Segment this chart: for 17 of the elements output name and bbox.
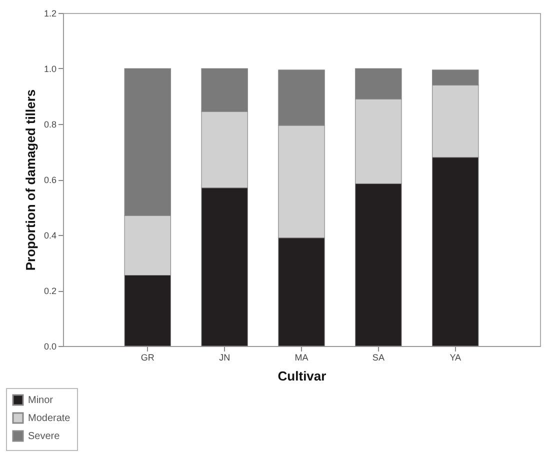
- y-axis-title: Proportion of damaged tillers: [22, 89, 38, 271]
- legend-label: Severe: [28, 431, 60, 442]
- x-axis-title: Cultivar: [278, 368, 326, 384]
- x-tick-label: JN: [219, 352, 230, 362]
- y-tick-label: 0.8: [44, 120, 56, 130]
- y-tick-label: 1.2: [44, 8, 56, 18]
- y-tick-label: 1.0: [44, 64, 56, 74]
- y-tick-label: 0.4: [44, 230, 56, 240]
- y-tick-label: 0.2: [44, 286, 56, 296]
- y-tick-label: 0.0: [44, 342, 56, 352]
- legend-label: Moderate: [28, 413, 71, 424]
- x-tick-label: YA: [450, 352, 462, 362]
- legend-label: Minor: [28, 395, 54, 406]
- x-tick-label: MA: [294, 352, 308, 362]
- x-tick-label: SA: [372, 352, 384, 362]
- y-tick-label: 0.6: [44, 175, 56, 185]
- x-tick-label: GR: [140, 352, 155, 362]
